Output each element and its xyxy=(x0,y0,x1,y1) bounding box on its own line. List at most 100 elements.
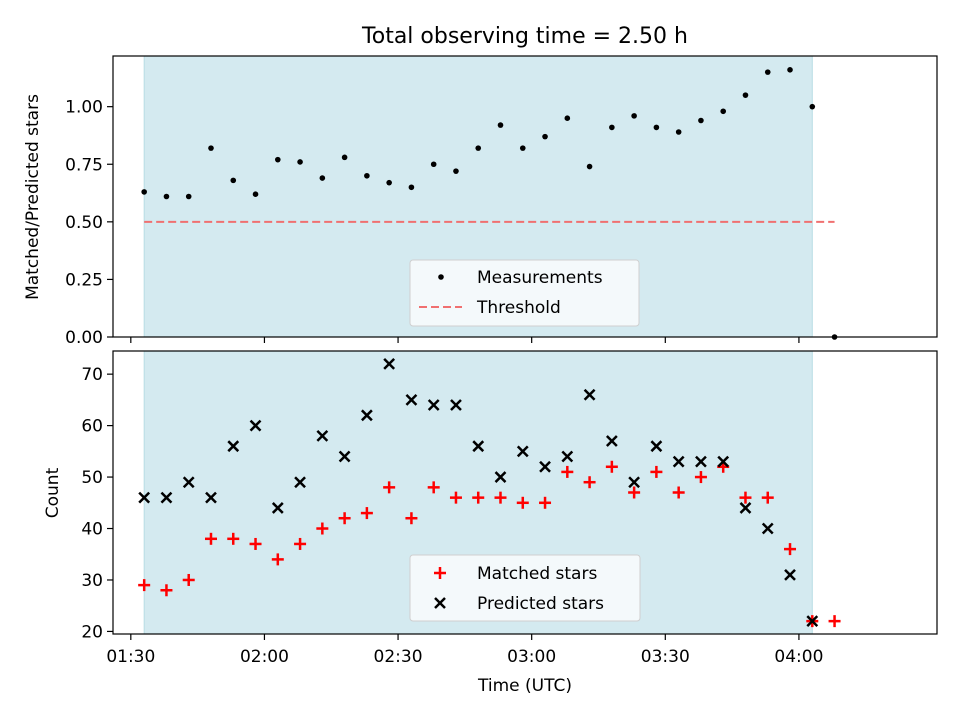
x-tick-label: 02:30 xyxy=(374,647,423,667)
predicted-stars-point xyxy=(316,430,329,442)
predicted-stars-point xyxy=(138,491,151,504)
measurement-point xyxy=(564,115,571,121)
chart-title: Total observing time = 2.50 h xyxy=(361,24,688,49)
measurement-point xyxy=(497,122,504,128)
legend-threshold-label: Threshold xyxy=(476,298,561,318)
bottom-panel: 20 30 40 50 60 70 01:30 02:00 02:30 03:00 03:30 04… xyxy=(43,350,938,696)
matched-stars-point xyxy=(694,471,707,484)
measurement-point xyxy=(341,154,348,161)
x-axis-label: Time (UTC) xyxy=(477,676,572,696)
predicted-stars-point xyxy=(338,450,351,463)
measurement-point xyxy=(408,184,415,191)
measurement-point xyxy=(653,124,660,131)
measurement-point xyxy=(720,108,727,115)
y-tick-label: 50 xyxy=(81,468,103,488)
predicted-stars-point xyxy=(360,409,373,422)
predicted-stars-point xyxy=(761,522,774,535)
y-tick-label: 40 xyxy=(81,520,103,540)
predicted-stars-point xyxy=(450,399,462,411)
bottom-legend: Matched stars Predicted stars xyxy=(409,554,641,622)
legend-matched-label: Matched stars xyxy=(477,564,597,584)
y-tick-label: 30 xyxy=(81,571,103,591)
predicted-stars-point xyxy=(294,476,306,489)
matched-stars-point xyxy=(761,491,774,504)
matched-stars-point xyxy=(427,481,440,494)
predicted-stars-point xyxy=(160,491,173,504)
x-tick-label: 04:00 xyxy=(774,647,823,667)
y-tick-label: 70 xyxy=(81,365,103,385)
predicted-stars-point xyxy=(427,399,440,411)
measurement-point xyxy=(742,92,749,98)
legend-predicted-marker xyxy=(434,597,446,609)
top-panel: 0.00 0.25 0.50 0.75 1.00 Matched/Predicted s… xyxy=(23,55,938,348)
predicted-stars-point xyxy=(739,502,752,514)
measurement-point xyxy=(386,179,392,186)
matched-stars-point xyxy=(338,512,351,525)
predicted-stars-point xyxy=(472,440,485,453)
predicted-stars-point xyxy=(383,357,396,370)
predicted-stars-point xyxy=(784,568,796,581)
bottom-y-axis-label: Count xyxy=(43,467,63,518)
predicted-stars-point xyxy=(227,440,240,453)
predicted-stars-point xyxy=(806,615,819,628)
y-tick-label: 0.75 xyxy=(65,155,103,175)
y-tick-label: 20 xyxy=(81,622,103,642)
measurement-point xyxy=(809,103,816,110)
matched-stars-point xyxy=(516,496,529,509)
matched-stars-point xyxy=(316,522,329,535)
matched-stars-point xyxy=(828,615,841,628)
y-tick-label: 60 xyxy=(81,417,103,437)
matched-stars-point xyxy=(472,491,485,504)
measurement-point xyxy=(519,145,526,151)
predicted-stars-point xyxy=(672,455,685,468)
top-panel-frame xyxy=(112,55,938,338)
y-tick-label: 0.00 xyxy=(65,328,103,348)
measurement-point xyxy=(475,145,482,151)
matched-stars-point xyxy=(650,465,663,478)
matched-stars-point xyxy=(383,481,396,494)
bottom-legend-box xyxy=(409,554,641,622)
matched-stars-point xyxy=(739,491,752,504)
measurement-point xyxy=(698,117,704,124)
matched-stars-point xyxy=(784,543,797,556)
measurement-point xyxy=(453,168,459,174)
measurement-point xyxy=(631,113,637,119)
predicted-stars-point xyxy=(561,450,574,463)
bottom-panel-frame xyxy=(112,350,938,635)
matched-stars-point xyxy=(672,486,685,499)
predicted-stars-point xyxy=(605,435,618,447)
top-x-ticks xyxy=(130,337,800,343)
matched-stars-point xyxy=(628,486,641,499)
predicted-stars-point xyxy=(695,455,707,468)
predicted-stars-point xyxy=(271,502,284,514)
measurement-point xyxy=(609,124,615,131)
measurement-point xyxy=(230,177,237,184)
predicted-stars-point xyxy=(628,476,641,489)
legend-measurements-label: Measurements xyxy=(477,268,603,288)
matched-stars-point xyxy=(605,460,618,473)
predicted-stars-point xyxy=(494,471,507,483)
matched-stars-point xyxy=(494,491,507,504)
measurement-point xyxy=(764,69,771,75)
measurement-point xyxy=(252,191,259,197)
matched-stars-point xyxy=(294,537,307,550)
matched-stars-point xyxy=(271,553,284,566)
matched-stars-point xyxy=(561,465,574,478)
measurement-point xyxy=(141,189,147,195)
predicted-stars-point xyxy=(650,440,663,453)
top-y-ticks: 0.00 0.25 0.50 0.75 1.00 xyxy=(65,98,113,348)
x-tick-label: 02:00 xyxy=(240,647,289,667)
matched-stars-point xyxy=(249,537,262,550)
measurement-point xyxy=(364,172,370,179)
predicted-stars-point xyxy=(249,419,262,432)
legend-measurements-marker xyxy=(438,274,444,280)
measurement-point xyxy=(185,193,192,200)
legend-matched-marker xyxy=(434,567,446,579)
matched-stars-point xyxy=(204,532,217,545)
y-tick-label: 0.25 xyxy=(65,270,103,290)
matched-stars-point xyxy=(449,491,462,504)
measurement-point xyxy=(163,193,170,200)
bottom-panel-marks xyxy=(138,357,841,628)
top-y-axis-label: Matched/Predicted stars xyxy=(23,94,43,300)
